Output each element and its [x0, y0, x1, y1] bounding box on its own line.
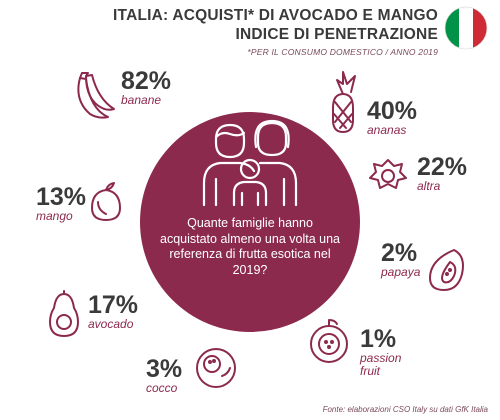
- stat-banane: 82% banane: [121, 68, 171, 107]
- stat-avocado: 17% avocado: [88, 292, 138, 331]
- stat-banane-label: banane: [121, 93, 162, 107]
- pitaya-icon: [369, 159, 407, 189]
- stat-ananas-label: ananas: [367, 123, 407, 137]
- stat-passion-label-1: passion: [360, 351, 402, 365]
- stat-cocco: 3% cocco: [146, 356, 182, 395]
- stat-avocado-label: avocado: [88, 317, 134, 331]
- banana-icon: [77, 72, 115, 119]
- stat-ananas-percent: 40%: [367, 97, 418, 125]
- title-line-2: INDICE DI PENETRAZIONE: [235, 26, 438, 43]
- stat-passion-fruit: 1% passion fruit: [360, 326, 401, 378]
- coconut-icon: [196, 348, 236, 388]
- title-line-1: ITALIA: ACQUISTI* DI AVOCADO E MANGO: [113, 7, 438, 24]
- stat-ananas: 40% ananas: [367, 98, 417, 137]
- italy-flag-icon: [444, 6, 488, 50]
- stat-altra-label: altra: [417, 179, 441, 193]
- mango-icon: [91, 182, 121, 221]
- center-circle: [140, 112, 360, 332]
- stat-altra-percent: 22%: [417, 153, 468, 181]
- header: ITALIA: ACQUISTI* DI AVOCADO E MANGO IND…: [98, 6, 438, 57]
- center-question: Quante famiglie hanno acquistato almeno …: [160, 216, 340, 277]
- pineapple-icon: [332, 71, 356, 133]
- stat-passion-percent: 1%: [360, 325, 397, 353]
- stat-papaya: 2% papaya: [381, 240, 420, 279]
- passion-fruit-icon: [310, 319, 348, 363]
- stat-mango-label: mango: [36, 209, 73, 223]
- subtitle: *PER IL CONSUMO DOMESTICO / ANNO 2019: [247, 47, 438, 57]
- stat-banane-percent: 82%: [121, 67, 172, 95]
- stat-cocco-label: cocco: [146, 381, 178, 395]
- papaya-icon: [429, 249, 464, 291]
- source-note: Fonte: elaborazioni CSO Italy su dati Gf…: [322, 405, 488, 414]
- stat-cocco-percent: 3%: [146, 355, 183, 383]
- stat-altra: 22% altra: [417, 154, 467, 193]
- stat-avocado-percent: 17%: [88, 291, 139, 319]
- family-icon: [202, 119, 298, 207]
- stat-mango: 13% mango: [36, 184, 86, 223]
- stat-passion-label-2: fruit: [360, 364, 381, 378]
- avocado-icon: [49, 290, 79, 337]
- stat-mango-percent: 13%: [36, 183, 87, 211]
- stat-papaya-label: papaya: [381, 265, 421, 279]
- stat-papaya-percent: 2%: [381, 239, 418, 267]
